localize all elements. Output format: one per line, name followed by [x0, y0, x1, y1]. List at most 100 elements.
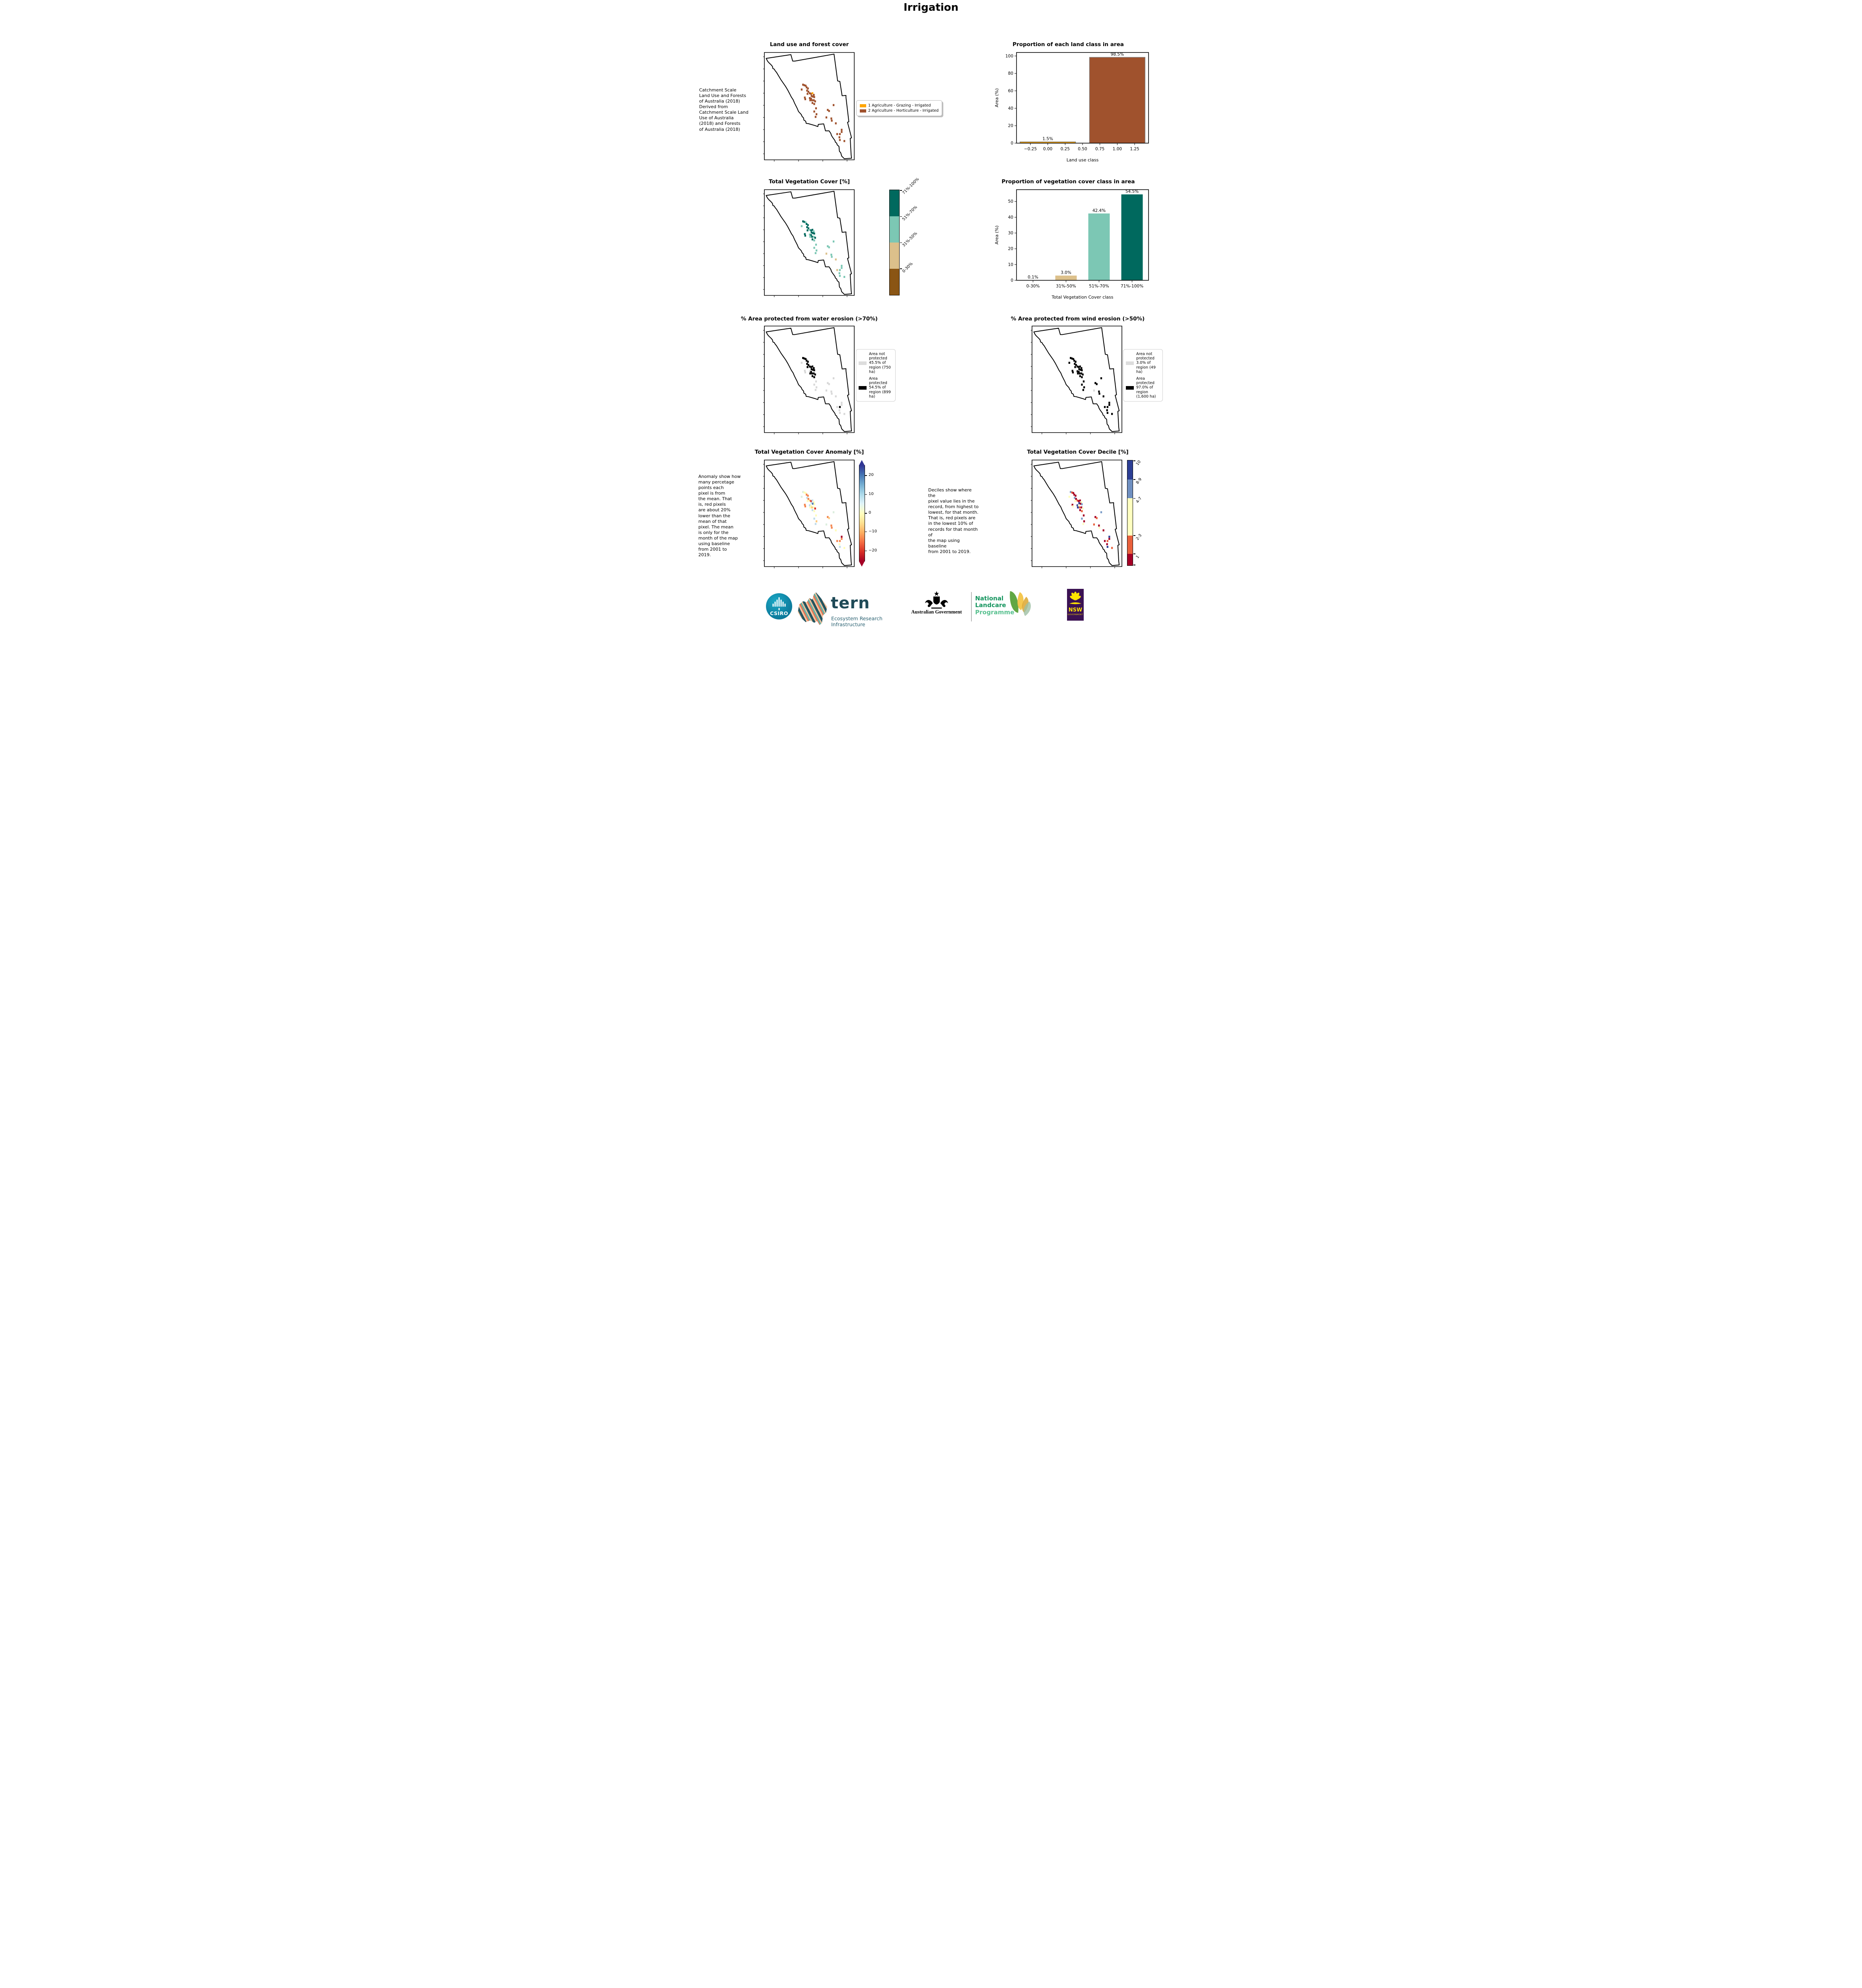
landuse-source-note: Catchment Scale Land Use and Forests of …: [699, 87, 748, 132]
svg-text:40: 40: [1008, 106, 1013, 111]
svg-text:60: 60: [1008, 89, 1013, 93]
footer-divider: [971, 592, 972, 621]
anomaly-map: [764, 460, 854, 567]
svg-text:0.75: 0.75: [1095, 147, 1104, 151]
csiro-logo: CSIRO: [766, 593, 792, 619]
legend-label: Area protected 54.5% of region (899 ha): [869, 377, 891, 399]
colorbar-segment: [1127, 553, 1133, 565]
soundwave-icon: [772, 597, 786, 607]
anomaly-map-title: Total Vegetation Cover Anomaly [%]: [754, 449, 864, 455]
decile-map-title: Total Vegetation Cover Decile [%]: [1027, 449, 1129, 455]
legend-item: Area protected 54.5% of region (899 ha): [859, 377, 893, 399]
legend-item: 2 Agriculture - Horticulture - Irrigated: [860, 109, 939, 113]
nsw-government-label: GOVERNMENT: [1067, 614, 1083, 616]
colorbar-segment: [890, 243, 899, 269]
landcare-line: Landcare: [975, 602, 1006, 609]
legend-item: Area not protected 45.5% of region (750 …: [859, 352, 893, 374]
colorbar-class-label: 0-30%: [902, 262, 914, 274]
svg-text:0: 0: [1011, 141, 1013, 146]
colorbar-class-label: 31%-50%: [902, 231, 918, 248]
svg-text:−0.25: −0.25: [1024, 147, 1037, 151]
landuse-map-title: Land use and forest cover: [770, 41, 849, 48]
legend-item: 1 Agriculture - Grazing - Irrigated: [860, 103, 939, 108]
colorbar-class-label: 4-7: [1135, 496, 1143, 504]
landcare-line: Programme: [975, 608, 1015, 616]
csiro-wordmark: CSIRO: [770, 610, 788, 616]
vegcover-colorbar: 71%-100% 51%-70% 31%-50% 0-30%: [889, 177, 920, 295]
water-legend: Area not protected 45.5% of region (750 …: [856, 349, 896, 402]
anomaly-colorbar: 20 10 0 −10 −20: [859, 460, 877, 567]
landclass-chart-title: Proportion of each land class in area: [1013, 41, 1124, 48]
svg-text:50: 50: [1008, 199, 1013, 204]
colorbar-tick-label: −20: [869, 548, 877, 553]
colorbar-arrow-down-icon: [859, 561, 865, 567]
svg-text:1.00: 1.00: [1113, 147, 1122, 151]
landclass-bar-chart: 1.5% 98.5% 0 20 40 60 80 100 −0.25 0.00 0.25 0.50 0.…: [994, 52, 1149, 163]
colorbar-segment: [890, 269, 899, 295]
nsw-government-logo: NSW GOVERNMENT: [1067, 589, 1084, 621]
irrigation-figure: Irrigation Catchment Scale Land Use and …: [698, 0, 1164, 632]
nsw-wordmark: NSW: [1068, 607, 1083, 613]
legend-label: Area protected 97.0% of region (1,600 ha…: [1136, 377, 1156, 399]
tern-australia-icon: [798, 592, 827, 625]
svg-text:71%-100%: 71%-100%: [1121, 284, 1143, 289]
svg-text:40: 40: [1008, 215, 1013, 220]
svg-text:0.00: 0.00: [1043, 147, 1052, 151]
protected-swatch-icon: [1126, 386, 1134, 390]
landcare-leaves-icon: [1008, 591, 1037, 616]
colorbar-tick-label: 0: [869, 511, 871, 515]
colorbar-segment: [890, 216, 899, 243]
legend-label: 2 Agriculture - Horticulture - Irrigated: [868, 109, 939, 113]
page-title: Irrigation: [903, 2, 959, 14]
australian-government-label: Australian Government: [911, 609, 962, 615]
legend-item: Area not protected 3.0% of region (49 ha…: [1126, 352, 1160, 374]
decile-colorbar: 10 8-9 4-7 2-3 1: [1127, 460, 1143, 566]
grazing-swatch-icon: [860, 104, 866, 107]
svg-text:3.0%: 3.0%: [1061, 270, 1071, 275]
australian-government-crest-icon: [923, 591, 950, 611]
colorbar-class-label: 10: [1135, 460, 1142, 466]
legend-label: Area not protected 3.0% of region (49 ha…: [1136, 352, 1156, 374]
svg-text:1.25: 1.25: [1130, 147, 1139, 151]
svg-text:Land use class: Land use class: [1067, 157, 1099, 163]
decile-note: Deciles show where the pixel value lies …: [928, 487, 979, 554]
vegclass-chart-title: Proportion of vegetation cover class in …: [1001, 179, 1135, 185]
water-map-title: % Area protected from water erosion (>70…: [741, 316, 878, 322]
colorbar-segment: [1127, 498, 1133, 536]
svg-text:31%-50%: 31%-50%: [1056, 284, 1076, 289]
colorbar-segment: [1127, 460, 1133, 480]
svg-text:0: 0: [1011, 278, 1013, 283]
svg-text:51%-70%: 51%-70%: [1089, 284, 1109, 289]
svg-text:42.4%: 42.4%: [1092, 208, 1106, 213]
svg-text:80: 80: [1008, 71, 1013, 76]
svg-text:20: 20: [1008, 124, 1013, 128]
colorbar-class-label: 8-9: [1135, 477, 1143, 485]
landuse-legend: 1 Agriculture - Grazing - Irrigated 2 Ag…: [856, 100, 943, 116]
svg-text:Total Vegetation Cover class: Total Vegetation Cover class: [1051, 295, 1113, 300]
colorbar-class-label: 1: [1135, 555, 1141, 559]
svg-text:98.5%: 98.5%: [1111, 52, 1124, 57]
colorbar-arrow-up-icon: [859, 460, 865, 465]
decile-map: [1032, 460, 1122, 567]
svg-text:10: 10: [1008, 262, 1013, 267]
tern-subtitle: Ecosystem Research Infrastructure: [831, 615, 882, 627]
svg-text:0.25: 0.25: [1061, 147, 1070, 151]
colorbar-tick-label: −10: [869, 529, 877, 534]
svg-text:Area (%): Area (%): [994, 88, 999, 107]
colorbar-segment: [1127, 479, 1133, 499]
legend-item: Area protected 97.0% of region (1,600 ha…: [1126, 377, 1160, 399]
svg-text:0-30%: 0-30%: [1026, 284, 1040, 289]
colorbar-segment: [890, 190, 899, 216]
soundwave-dot-icon: [778, 608, 780, 610]
tern-wordmark: tern: [831, 594, 870, 612]
protected-swatch-icon: [859, 386, 867, 390]
colorbar-tick-label: 10: [869, 491, 874, 496]
horticulture-swatch-icon: [860, 109, 866, 113]
legend-label: 1 Agriculture - Grazing - Irrigated: [868, 103, 931, 108]
landuse-map: [764, 52, 854, 160]
anomaly-note: Anomaly show how many percetage points e…: [698, 474, 741, 558]
svg-text:Area (%): Area (%): [994, 225, 999, 245]
csiro-circle-icon: CSIRO: [766, 593, 792, 619]
svg-text:100: 100: [1005, 54, 1013, 58]
vegcover-map-title: Total Vegetation Cover [%]: [769, 179, 850, 185]
